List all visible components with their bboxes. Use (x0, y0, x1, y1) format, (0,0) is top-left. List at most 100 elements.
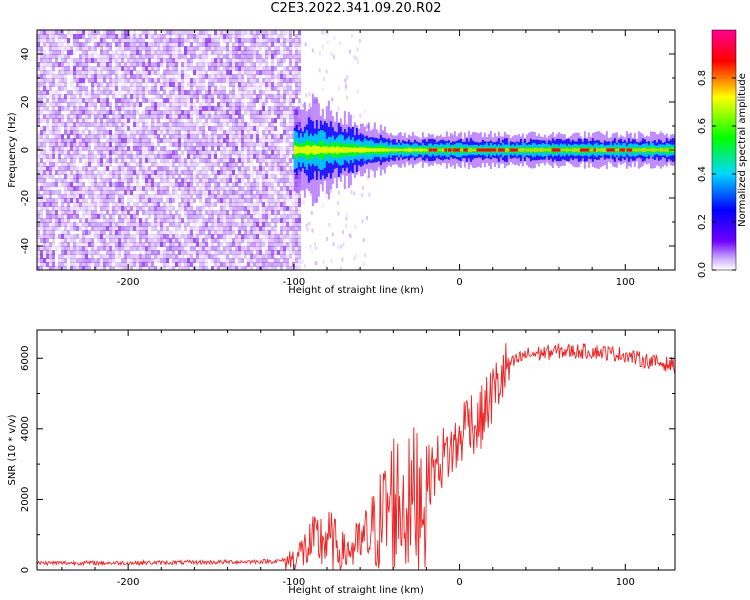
noise-cell (61, 202, 64, 207)
noise-cell (64, 58, 67, 63)
noise-cell (55, 178, 58, 183)
noise-cell (106, 90, 109, 95)
noise-speck (342, 230, 345, 235)
noise-cell (82, 190, 85, 195)
noise-cell (73, 210, 76, 215)
noise-cell (82, 226, 85, 231)
noise-cell (196, 42, 199, 47)
noise-cell (259, 202, 262, 207)
noise-cell (268, 74, 271, 79)
noise-cell (157, 34, 160, 39)
noise-cell (232, 54, 235, 59)
noise-cell (268, 198, 271, 203)
noise-cell (190, 258, 193, 263)
noise-cell (121, 218, 124, 223)
noise-cell (238, 150, 241, 155)
noise-cell (124, 150, 127, 155)
noise-cell (277, 258, 280, 263)
noise-cell (250, 214, 253, 219)
noise-cell (109, 78, 112, 83)
noise-cell (163, 206, 166, 211)
noise-cell (289, 226, 292, 231)
noise-cell (55, 246, 58, 251)
noise-cell (115, 150, 118, 155)
noise-cell (292, 58, 295, 63)
noise-cell (241, 138, 244, 143)
noise-cell (37, 202, 40, 207)
noise-cell (139, 138, 142, 143)
noise-cell (145, 82, 148, 87)
noise-cell (295, 186, 298, 191)
noise-cell (211, 70, 214, 75)
noise-cell (40, 34, 43, 39)
noise-cell (73, 158, 76, 163)
noise-cell (94, 262, 97, 267)
noise-cell (163, 238, 166, 243)
noise-cell (124, 182, 127, 187)
noise-cell (100, 66, 103, 71)
noise-cell (58, 194, 61, 199)
noise-cell (133, 50, 136, 55)
noise-cell (106, 262, 109, 267)
noise-cell (37, 118, 40, 123)
noise-cell (238, 74, 241, 79)
noise-cell (142, 110, 145, 115)
noise-cell (160, 250, 163, 255)
noise-cell (286, 70, 289, 75)
noise-cell (55, 62, 58, 67)
noise-cell (217, 170, 220, 175)
noise-cell (133, 234, 136, 239)
noise-cell (172, 266, 175, 270)
noise-cell (277, 82, 280, 87)
noise-cell (43, 106, 46, 111)
noise-cell (64, 38, 67, 43)
noise-cell (49, 174, 52, 179)
noise-cell (247, 50, 250, 55)
noise-cell (208, 118, 211, 123)
noise-cell (244, 190, 247, 195)
noise-cell (271, 178, 274, 183)
noise-cell (127, 150, 130, 155)
noise-cell (103, 114, 106, 119)
noise-cell (64, 258, 67, 263)
noise-cell (115, 242, 118, 247)
noise-cell (265, 174, 268, 179)
noise-cell (256, 38, 259, 43)
noise-cell (259, 214, 262, 219)
noise-cell (208, 222, 211, 227)
noise-cell (148, 130, 151, 135)
noise-cell (142, 258, 145, 263)
noise-cell (259, 46, 262, 51)
noise-cell (229, 250, 232, 255)
noise-cell (85, 254, 88, 259)
noise-cell (37, 222, 40, 227)
noise-cell (178, 90, 181, 95)
noise-cell (133, 146, 136, 151)
noise-cell (166, 218, 169, 223)
noise-cell (217, 222, 220, 227)
noise-cell (124, 162, 127, 167)
noise-cell (124, 106, 127, 111)
noise-cell (160, 222, 163, 227)
noise-cell (130, 98, 133, 103)
noise-cell (82, 74, 85, 79)
noise-cell (256, 226, 259, 231)
noise-cell (283, 238, 286, 243)
noise-cell (259, 162, 262, 167)
noise-cell (298, 230, 301, 235)
noise-cell (40, 170, 43, 175)
noise-cell (217, 122, 220, 127)
noise-cell (157, 254, 160, 259)
noise-cell (109, 238, 112, 243)
noise-cell (91, 66, 94, 71)
noise-cell (217, 214, 220, 219)
noise-cell (265, 66, 268, 71)
noise-cell (274, 250, 277, 255)
noise-cell (130, 166, 133, 171)
noise-cell (136, 42, 139, 47)
noise-cell (268, 70, 271, 75)
noise-cell (205, 74, 208, 79)
noise-cell (187, 154, 190, 159)
noise-cell (37, 226, 40, 231)
noise-cell (175, 110, 178, 115)
